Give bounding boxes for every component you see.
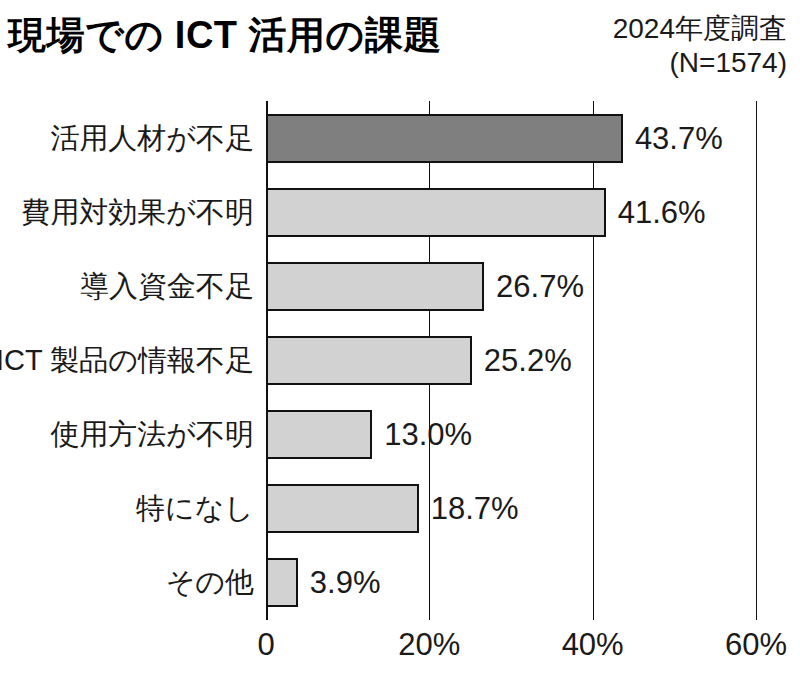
- category-label: その他: [166, 568, 254, 597]
- value-label: 13.0%: [384, 419, 472, 450]
- value-label: 43.7%: [635, 123, 723, 154]
- x-axis-tick-label: 0: [257, 629, 274, 660]
- bar: [266, 188, 606, 237]
- category-label: 導入資金不足: [80, 272, 254, 301]
- x-axis-tick-label: 60%: [725, 629, 787, 660]
- chart-page: 現場での ICT 活用の課題 2024年度調査 (N=1574) 活用人材が不足…: [0, 0, 800, 676]
- value-label: 18.7%: [431, 493, 519, 524]
- value-label: 26.7%: [496, 271, 584, 302]
- gridline: [756, 101, 757, 620]
- gridline: [593, 101, 594, 620]
- category-label: 使用方法が不明: [50, 420, 254, 449]
- x-axis-tick-label: 40%: [562, 629, 624, 660]
- bar: [266, 336, 472, 385]
- value-label: 41.6%: [618, 197, 706, 228]
- bar: [266, 410, 372, 459]
- value-label: 25.2%: [484, 345, 572, 376]
- value-label: 3.9%: [310, 567, 381, 598]
- category-label: ICT 製品の情報不足: [0, 346, 254, 375]
- category-label: 費用対効果が不明: [21, 198, 254, 227]
- bar-chart: 活用人材が不足 43.7% 費用対効果が不明 41.6% 導入資金不足 26.7% ICT …: [0, 0, 800, 676]
- x-axis-tick-label: 20%: [398, 629, 460, 660]
- category-label: 特になし: [136, 494, 254, 523]
- bar: [266, 114, 623, 163]
- bar: [266, 262, 484, 311]
- category-label: 活用人材が不足: [50, 124, 254, 153]
- bar: [266, 558, 298, 607]
- bar: [266, 484, 419, 533]
